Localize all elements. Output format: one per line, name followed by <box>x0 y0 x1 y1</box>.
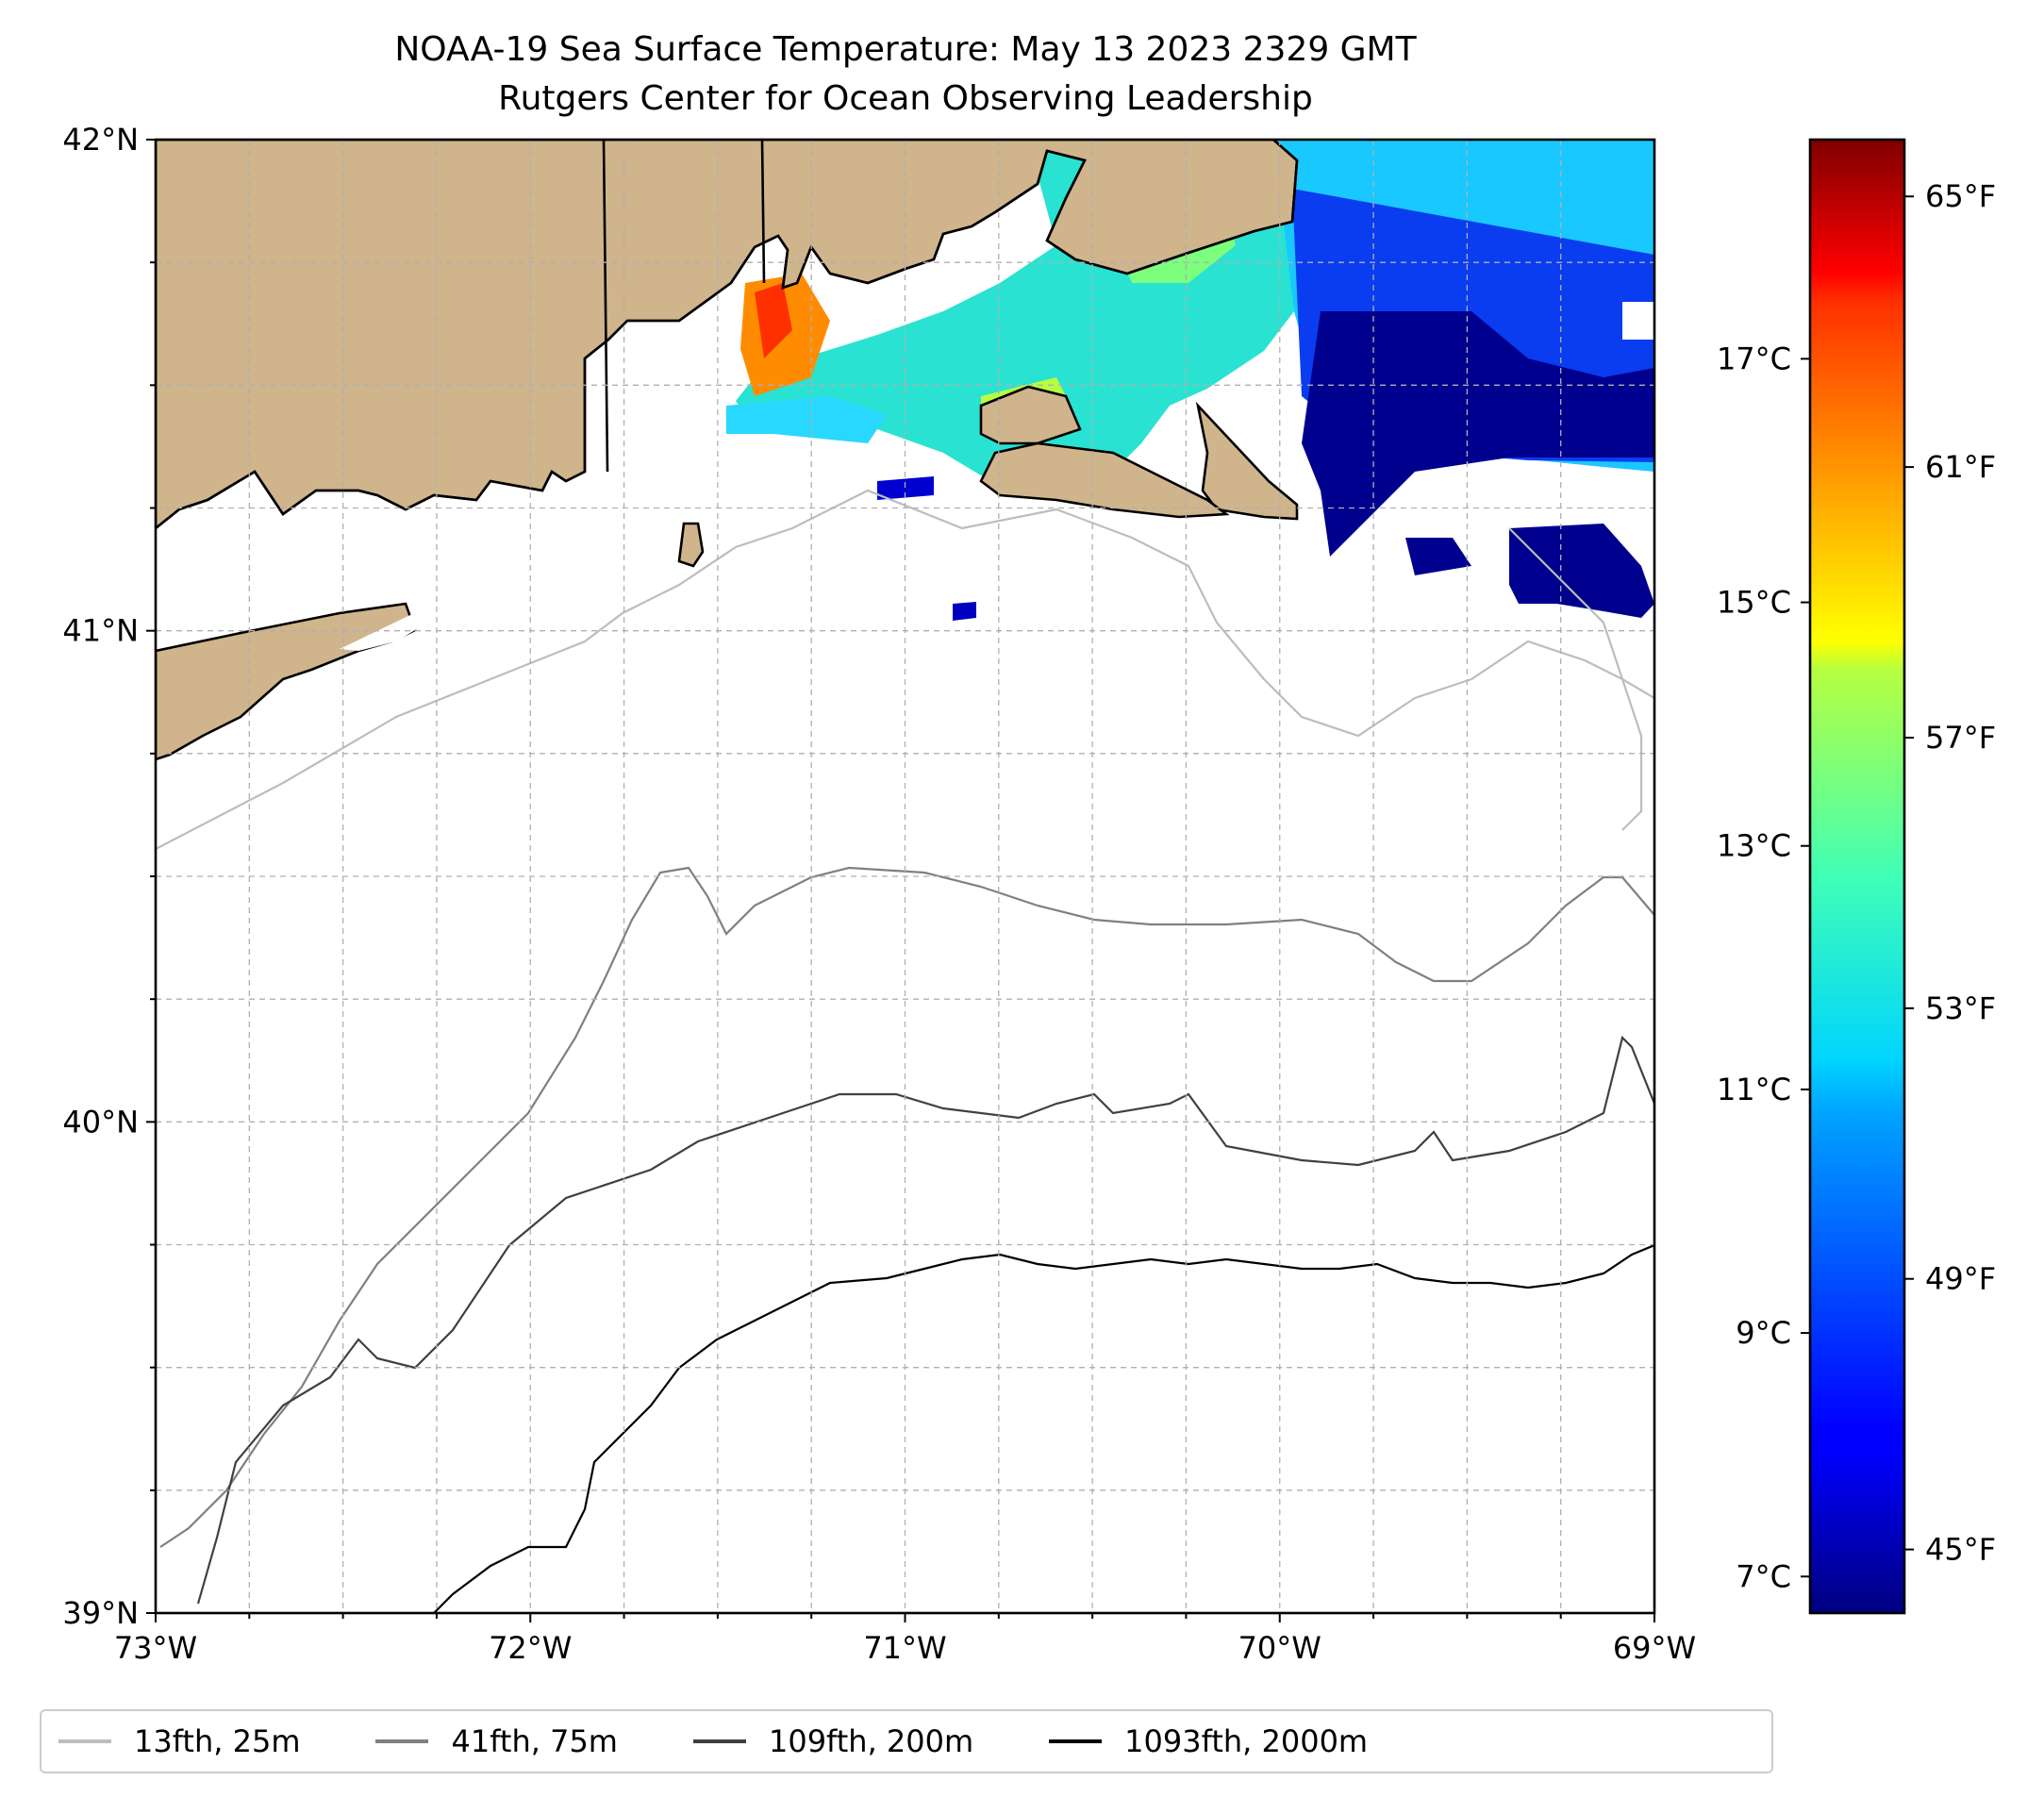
gridlines <box>156 140 1654 1613</box>
celsius-tick-label: 7°C <box>1736 1558 1791 1594</box>
legend-swatch <box>58 1739 111 1743</box>
longitude-ticks: 73°W 72°W 71°W 70°W 69°W <box>114 1613 1696 1666</box>
legend-item-2000m: 1093fth, 2000m <box>1049 1723 1368 1759</box>
state-border <box>602 140 609 473</box>
celsius-tick-label: 17°C <box>1717 341 1791 376</box>
lat-tick-label: 41°N <box>62 613 139 649</box>
latitude-ticks: 42°N 41°N 40°N 39°N <box>62 122 156 1631</box>
fahrenheit-tick-label: 57°F <box>1925 720 1996 756</box>
legend-label: 13fth, 25m <box>134 1723 301 1759</box>
celsius-tick-label: 13°C <box>1717 828 1791 864</box>
legend-label: 109fth, 200m <box>768 1723 974 1759</box>
celsius-tick-label: 15°C <box>1717 585 1791 621</box>
land <box>156 140 1299 761</box>
bathymetry-contours <box>156 489 1654 1613</box>
map-title: NOAA-19 Sea Surface Temperature: May 13 … <box>394 30 1417 69</box>
legend-swatch <box>692 1739 746 1743</box>
legend-item-75m: 41fth, 75m <box>375 1723 618 1759</box>
legend-item-200m: 109fth, 200m <box>692 1723 974 1759</box>
legend-swatch <box>1049 1739 1103 1743</box>
fahrenheit-tick-label: 45°F <box>1925 1532 1996 1568</box>
celsius-tick-label: 11°C <box>1717 1072 1791 1107</box>
lon-tick-label: 70°W <box>1238 1630 1321 1666</box>
lon-tick-label: 72°W <box>489 1630 572 1666</box>
map-subtitle: Rutgers Center for Ocean Observing Leade… <box>498 79 1313 118</box>
fahrenheit-tick-label: 61°F <box>1925 449 1996 485</box>
fahrenheit-tick-label: 53°F <box>1925 990 1996 1026</box>
colorbar-celsius-ticks: 7°C 9°C 11°C 13°C 15°C 17°C <box>1717 341 1810 1594</box>
map-area <box>156 140 1654 1613</box>
state-border <box>760 140 766 284</box>
lat-tick-label: 40°N <box>62 1104 139 1140</box>
lat-tick-label: 39°N <box>62 1595 139 1631</box>
coastline <box>156 140 1299 530</box>
contour-legend: 13fth, 25m 41fth, 75m 109fth, 200m 1093f… <box>40 1709 1773 1773</box>
legend-swatch <box>375 1739 429 1743</box>
colorbar-fahrenheit-ticks: 45°F 49°F 53°F 57°F 61°F 65°F <box>1904 178 1996 1568</box>
lon-tick-label: 69°W <box>1613 1630 1696 1666</box>
legend-label: 41fth, 75m <box>451 1723 618 1759</box>
legend-label: 1093fth, 2000m <box>1124 1723 1369 1759</box>
legend-item-25m: 13fth, 25m <box>58 1723 300 1759</box>
fahrenheit-tick-label: 65°F <box>1925 178 1996 214</box>
lat-tick-label: 42°N <box>62 122 139 158</box>
celsius-tick-label: 9°C <box>1736 1315 1791 1351</box>
lon-tick-label: 73°W <box>114 1630 197 1666</box>
colorbar <box>1808 138 1906 1615</box>
fahrenheit-tick-label: 49°F <box>1925 1261 1996 1297</box>
lon-tick-label: 71°W <box>863 1630 946 1666</box>
